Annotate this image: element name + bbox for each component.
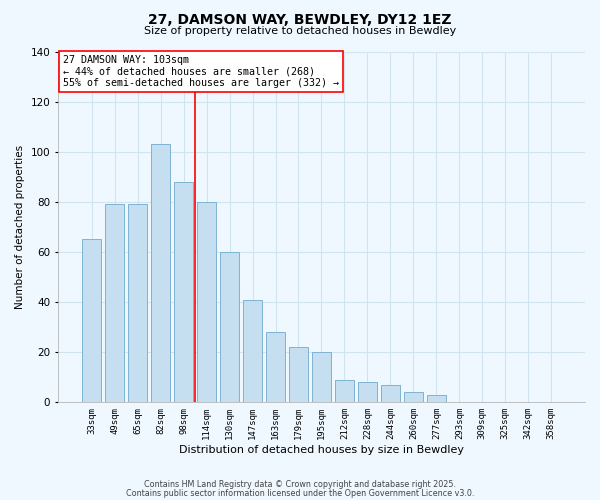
Text: Size of property relative to detached houses in Bewdley: Size of property relative to detached ho… (144, 26, 456, 36)
Bar (404, 392, 423, 402)
Bar (105, 204, 124, 402)
Bar (312, 352, 331, 403)
Text: 27, DAMSON WAY, BEWDLEY, DY12 1EZ: 27, DAMSON WAY, BEWDLEY, DY12 1EZ (148, 12, 452, 26)
Bar (243, 300, 262, 403)
Bar (266, 332, 285, 402)
Text: Contains HM Land Registry data © Crown copyright and database right 2025.: Contains HM Land Registry data © Crown c… (144, 480, 456, 489)
Bar (358, 382, 377, 402)
Bar (174, 182, 193, 402)
X-axis label: Distribution of detached houses by size in Bewdley: Distribution of detached houses by size … (179, 445, 464, 455)
Text: 27 DAMSON WAY: 103sqm
← 44% of detached houses are smaller (268)
55% of semi-det: 27 DAMSON WAY: 103sqm ← 44% of detached … (63, 55, 339, 88)
Bar (82, 240, 101, 402)
Bar (197, 202, 217, 402)
Bar (335, 380, 354, 402)
Bar (380, 385, 400, 402)
Bar (289, 347, 308, 403)
Bar (427, 395, 446, 402)
Bar (128, 204, 148, 402)
Y-axis label: Number of detached properties: Number of detached properties (15, 145, 25, 309)
Bar (151, 144, 170, 403)
Text: Contains public sector information licensed under the Open Government Licence v3: Contains public sector information licen… (126, 489, 474, 498)
Bar (220, 252, 239, 402)
